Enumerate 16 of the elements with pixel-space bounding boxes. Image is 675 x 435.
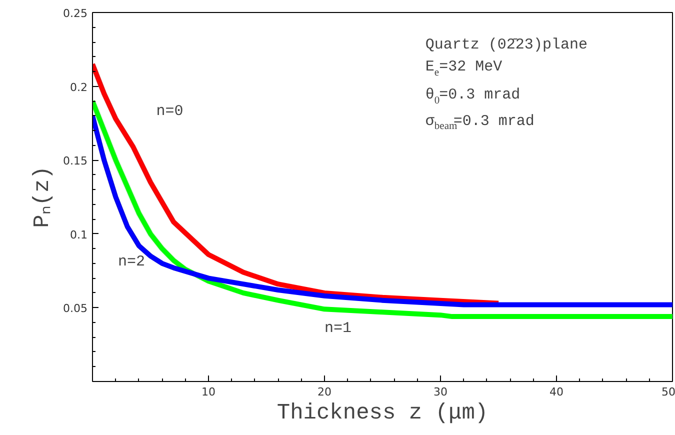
x-tick-label: 50 [662, 386, 675, 398]
x-tick-label: 10 [202, 386, 216, 398]
y-tick-label: 0.25 [63, 7, 88, 20]
y-tick-label: 0.1 [70, 228, 88, 242]
x-tick-label: 40 [550, 386, 564, 398]
annotation: n=2 [118, 253, 146, 270]
y-tick-label: 0.15 [63, 154, 88, 168]
y-tick-label: 0.05 [63, 302, 88, 316]
x-tick-label: 20 [318, 386, 332, 398]
annotation: n=0 [156, 102, 184, 120]
x-axis-title: Thickness z (μm) [276, 400, 488, 426]
annotation: Quartz (02̄23)plane [425, 36, 588, 54]
y-axis-title: Pₙ(z) [30, 166, 56, 228]
x-tick-label: 30 [434, 386, 448, 398]
y-tick-label: 0.2 [70, 80, 88, 94]
annotation: n=1 [324, 320, 352, 337]
